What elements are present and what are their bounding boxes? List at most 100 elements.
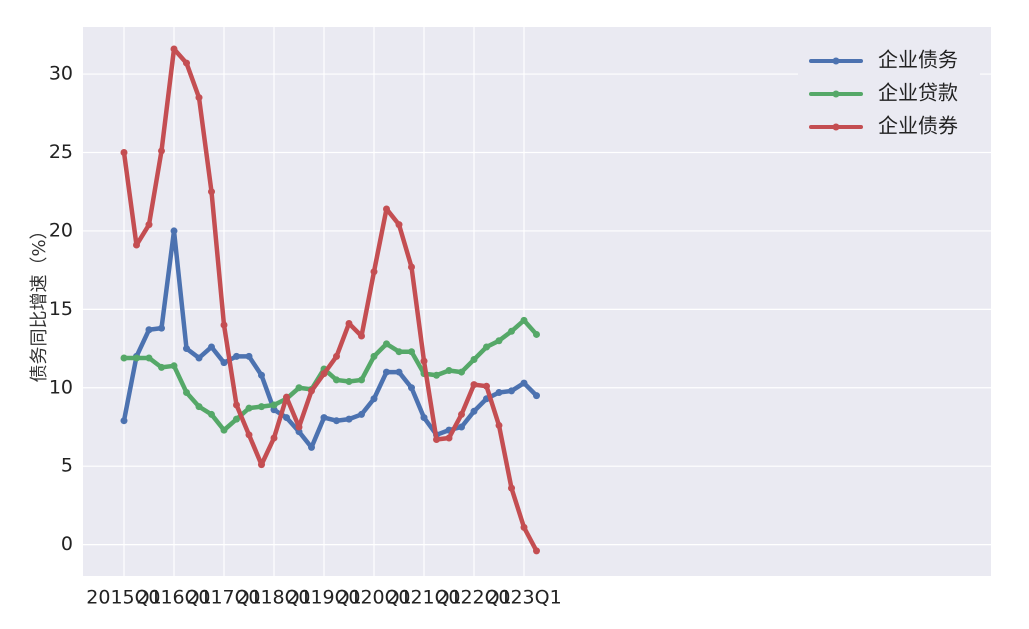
data-point-2	[233, 401, 240, 409]
data-point-0	[145, 326, 153, 334]
data-point-0	[233, 352, 240, 360]
data-point-0	[120, 417, 128, 425]
data-point-2	[420, 357, 428, 365]
legend-entry-1: 企业贷款	[809, 81, 958, 105]
data-point-1	[358, 376, 365, 384]
x-axis-ticks: 2015Q12016Q12017Q12018Q12019Q12020Q12021…	[86, 587, 561, 609]
data-point-1	[470, 356, 478, 364]
y-tick-label: 30	[49, 63, 73, 85]
legend: 企业债务 企业贷款 企业债券	[798, 40, 980, 150]
data-point-2	[208, 188, 215, 196]
data-point-2	[445, 434, 453, 442]
data-point-0	[383, 368, 390, 376]
data-point-2	[458, 410, 465, 418]
data-point-2	[408, 263, 415, 271]
data-point-1	[245, 404, 253, 412]
data-point-0	[508, 387, 515, 395]
legend-marker-0	[832, 57, 840, 65]
y-tick-label: 0	[61, 533, 73, 555]
data-point-2	[345, 319, 353, 327]
x-tick-label: 2016Q1	[136, 587, 211, 609]
data-point-0	[195, 354, 203, 362]
legend-label-2: 企业债券	[878, 114, 958, 138]
data-point-2	[133, 241, 140, 249]
data-point-2	[520, 523, 528, 531]
data-point-2	[383, 205, 390, 213]
data-point-0	[320, 414, 328, 422]
x-tick-label: 2015Q1	[86, 587, 161, 609]
series-line-0	[121, 228, 539, 450]
data-point-0	[170, 227, 178, 235]
data-point-2	[220, 321, 228, 329]
series-line-2	[121, 46, 539, 554]
data-point-1	[170, 362, 178, 370]
legend-marker-1	[832, 90, 840, 98]
y-axis-label: 债务同比增速（%）	[29, 221, 50, 382]
data-point-1	[258, 403, 265, 411]
legend-marker-2	[832, 123, 840, 131]
x-tick-label: 2017Q1	[186, 587, 261, 609]
data-point-0	[458, 423, 465, 431]
data-point-2	[308, 387, 315, 395]
data-point-1	[520, 316, 528, 324]
data-point-2	[358, 332, 365, 340]
series-lines	[120, 45, 540, 555]
data-point-1	[233, 415, 240, 423]
data-point-0	[183, 345, 190, 353]
data-point-0	[283, 414, 290, 422]
data-point-1	[333, 376, 340, 384]
data-point-1	[408, 348, 415, 356]
data-point-1	[295, 384, 303, 392]
x-tick-label: 2018Q1	[236, 587, 311, 609]
data-point-2	[395, 221, 403, 229]
data-point-0	[533, 392, 540, 400]
legend-entry-2: 企业债券	[809, 114, 958, 138]
y-axis-ticks: 0 5 10 15 20 25 30	[49, 63, 73, 556]
data-point-2	[283, 393, 290, 401]
data-point-1	[195, 403, 203, 411]
data-point-2	[258, 461, 265, 469]
x-tick-label: 2023Q1	[486, 587, 561, 609]
data-point-2	[508, 484, 515, 492]
data-point-1	[433, 371, 440, 379]
data-point-2	[170, 45, 178, 53]
data-point-0	[245, 352, 253, 360]
data-point-0	[470, 407, 478, 415]
data-point-0	[520, 379, 528, 387]
data-point-2	[145, 221, 153, 229]
data-point-1	[370, 352, 378, 360]
data-point-1	[133, 354, 140, 362]
data-point-1	[445, 367, 453, 375]
data-point-0	[408, 384, 415, 392]
data-point-1	[345, 377, 353, 385]
data-point-2	[495, 421, 503, 429]
data-point-1	[145, 354, 153, 362]
data-point-0	[333, 417, 340, 425]
data-point-0	[495, 388, 503, 396]
data-point-0	[258, 371, 265, 379]
data-point-1	[383, 340, 390, 348]
data-point-2	[120, 148, 128, 156]
data-point-1	[270, 401, 278, 409]
data-point-2	[333, 352, 340, 360]
x-tick-label: 2022Q1	[436, 587, 511, 609]
data-point-0	[420, 414, 428, 422]
data-point-0	[370, 395, 378, 403]
y-tick-label: 15	[49, 298, 73, 320]
legend-label-0: 企业债务	[878, 48, 958, 72]
data-point-2	[245, 431, 253, 439]
data-point-2	[158, 147, 165, 155]
data-point-0	[308, 443, 315, 451]
data-point-2	[533, 547, 540, 555]
data-point-1	[395, 348, 403, 356]
data-point-0	[395, 368, 403, 376]
series-line-1	[121, 318, 539, 433]
data-point-1	[183, 388, 190, 396]
legend-label-1: 企业贷款	[878, 81, 958, 105]
data-point-1	[208, 410, 215, 418]
data-point-1	[533, 330, 540, 338]
data-point-1	[158, 363, 165, 371]
y-tick-label: 25	[49, 141, 73, 163]
x-tick-label: 2019Q1	[286, 587, 361, 609]
